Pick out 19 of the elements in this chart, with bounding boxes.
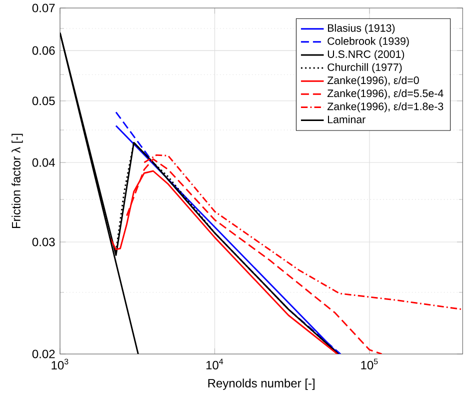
legend-label: Laminar: [328, 115, 366, 124]
x-tick-label: 10$^{3}$: [52, 358, 68, 370]
y-tick-label: 0.07: [32, 4, 55, 12]
legend-label: U.S.NRC (2001): [328, 50, 404, 60]
legend-label: Blasius (1913): [328, 24, 395, 34]
y-tick-label: 0.06: [32, 46, 55, 55]
x-axis-title: Reynolds number [-]: [208, 378, 314, 390]
legend-label: Churchill (1977): [328, 63, 402, 74]
x-tick-label: 10$^{5}$: [361, 358, 378, 370]
y-tick-label: 0.03: [32, 238, 55, 246]
y-tick-label: 0.04: [32, 158, 55, 167]
legend-label: Zanke(1996), ε/d=5.5e-4: [327, 89, 444, 100]
y-tick-label: 0.02: [32, 350, 55, 358]
legend-label: Zanke(1996), ε/d=1.8e-3: [327, 102, 444, 112]
y-axis-title: Friction factor λ [-]: [12, 134, 23, 228]
y-tick-label: 0.05: [32, 96, 55, 106]
legend-label: Zanke(1996), ε/d=0: [327, 76, 419, 86]
x-tick-label: 10$^{4}$: [206, 358, 224, 370]
legend-label: Colebrook (1939): [328, 37, 409, 47]
